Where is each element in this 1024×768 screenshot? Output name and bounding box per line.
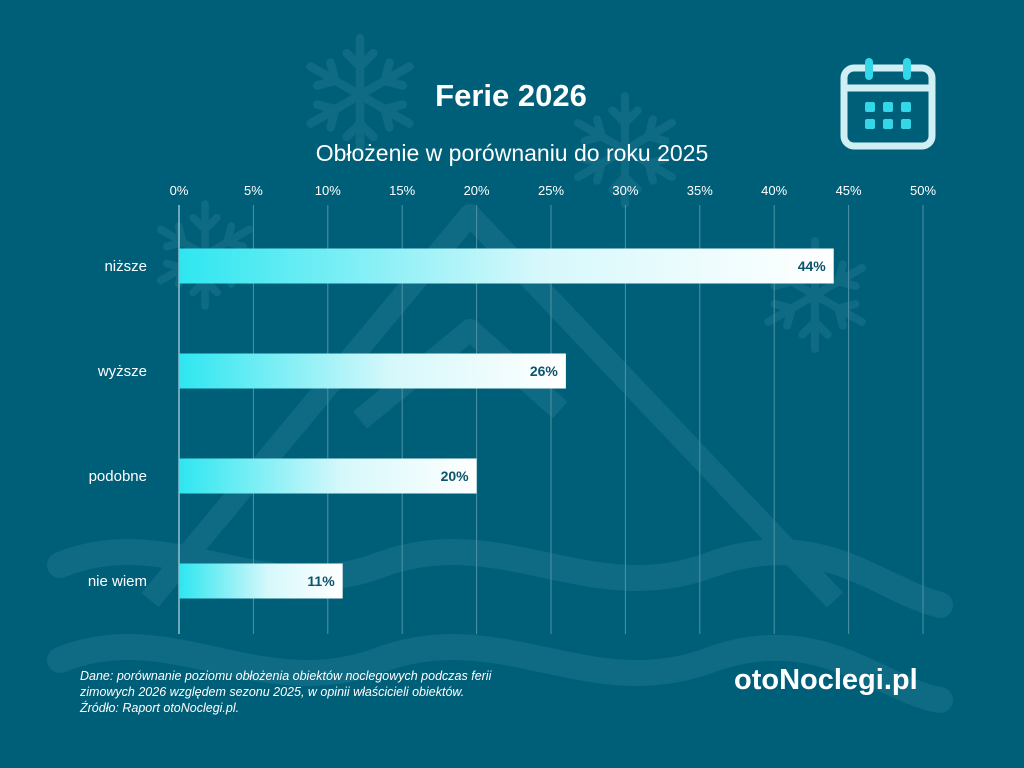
category-label: wyższe [97,363,147,380]
x-tick-label: 35% [687,183,713,198]
x-tick-label: 30% [612,183,638,198]
bar-value-label: 11% [307,573,335,589]
x-tick-label: 20% [464,183,490,198]
bar-value-label: 20% [441,468,470,484]
category-label: podobne [89,468,147,485]
footnote-line: Źródło: Raport otoNoclegi.pl. [80,701,240,715]
calendar-icon [840,58,936,150]
wave-decor [47,539,953,713]
chart-subtitle: Obłożenie w porównaniu do roku 2025 [315,140,709,166]
x-tick-label: 50% [910,183,936,198]
brand-logo: otoNoclegi.pl [734,664,918,696]
x-tick-label: 40% [761,183,787,198]
x-tick-label: 25% [538,183,564,198]
bar [179,248,834,284]
footnote: Dane: porównanie poziomu obłożenia obiek… [80,668,600,716]
x-tick-label: 0% [170,183,189,198]
footnote-line: Dane: porównanie poziomu obłożenia obiek… [80,669,492,683]
bars: 44% niższe 26% wyższe 20% podobne 11% nie wiem [88,248,834,599]
category-label: niższe [104,258,147,275]
x-axis-ticks: 0% 5% 10% 15% 20% 25% 30% 35% 40% 45% 50% [170,183,937,198]
page-title: Ferie 2026 [0,78,1024,114]
category-label: nie wiem [88,573,147,590]
x-tick-label: 10% [315,183,341,198]
x-tick-label: 5% [244,183,263,198]
x-tick-label: 45% [836,183,862,198]
footnote-line: zimowych 2026 względem sezonu 2025, w op… [80,685,465,699]
bar [179,458,477,494]
bar [179,353,566,389]
bar-value-label: 44% [798,258,827,274]
bar-value-label: 26% [530,363,559,379]
x-tick-label: 15% [389,183,415,198]
bar [179,563,343,599]
page-title-text: Ferie 2026 [435,78,587,113]
